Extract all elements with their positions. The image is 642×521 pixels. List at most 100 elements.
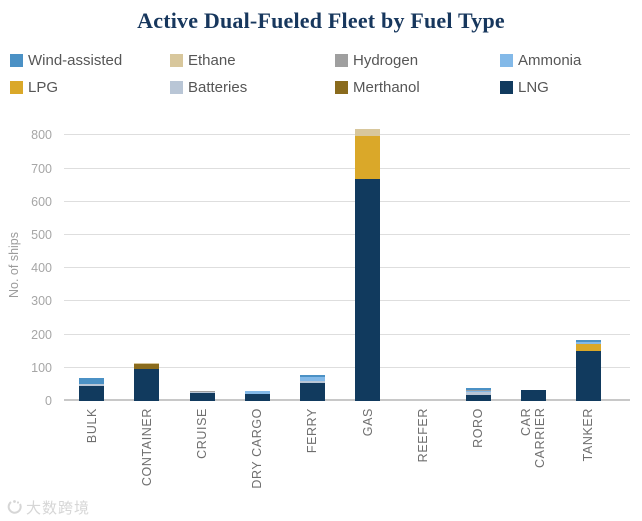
plot-area: No. of ships 0 100 200 300 400 500 600 700 800 xyxy=(7,128,630,408)
bar-segment-roro-lng xyxy=(465,394,491,401)
legend-label: Hydrogen xyxy=(353,52,419,69)
bar-dry-cargo xyxy=(244,391,270,401)
legend-swatch-ethane xyxy=(170,54,183,67)
legend-item-batteries: Batteries xyxy=(170,77,335,98)
bar-segment-tanker-lng xyxy=(575,350,601,401)
bar-segment-tanker-lpg xyxy=(575,343,601,351)
bar-column-ferry xyxy=(285,375,340,401)
legend-item-ethane: Ethane xyxy=(170,50,335,71)
bar-segment-dry-cargo-ammonia xyxy=(244,391,270,395)
x-axis-label-text: CONTAINER xyxy=(139,408,154,487)
bar-segment-car-carrier-lng xyxy=(520,390,546,401)
legend-item-ammonia: Ammonia xyxy=(500,50,636,71)
bar-segment-bulk-wind-assisted xyxy=(79,378,105,385)
legend-label: LPG xyxy=(28,79,59,96)
bar-segment-container-merthanol xyxy=(134,363,160,369)
gridline-400 xyxy=(64,267,630,269)
legend-swatch-ammonia xyxy=(500,54,513,67)
legend-item-lpg: LPG xyxy=(10,77,170,98)
bar-car-carrier xyxy=(520,390,546,401)
bar-ferry xyxy=(299,375,325,401)
bar-segment-ferry-hydrogen xyxy=(299,376,325,378)
bars-row xyxy=(64,128,616,401)
legend-swatch-hydrogen xyxy=(335,54,348,67)
legend-label: Batteries xyxy=(188,79,248,96)
bar-segment-cruise-batteries xyxy=(189,391,215,393)
legend-swatch-batteries xyxy=(170,81,183,94)
bar-segment-cruise-hydrogen xyxy=(189,391,215,392)
bar-segment-container-ethane xyxy=(134,362,160,364)
bar-column-bulk xyxy=(64,378,119,401)
x-axis-label-cruise: CRUISE xyxy=(174,408,229,459)
bar-roro xyxy=(465,388,491,401)
bar-gas xyxy=(355,128,381,401)
bar-column-tanker xyxy=(561,339,616,401)
chart-title: Active Dual-Fueled Fleet by Fuel Type xyxy=(137,8,505,33)
x-axis-label-tanker: TANKER xyxy=(561,408,616,461)
x-axis-label-dry-cargo: DRY CARGO xyxy=(230,408,285,489)
x-axis-label-roro: RORO xyxy=(450,408,505,448)
bar-column-roro xyxy=(450,388,505,401)
bar-container xyxy=(134,362,160,401)
gridline-300 xyxy=(64,300,630,302)
bar-segment-cruise-lng xyxy=(189,392,215,401)
legend-label: Ammonia xyxy=(518,52,582,69)
y-tick-label-200: 200 xyxy=(31,327,52,342)
bar-segment-gas-lng xyxy=(355,178,381,401)
bar-segment-roro-wind-assisted xyxy=(465,388,491,391)
bar-segment-ferry-lng xyxy=(299,383,325,401)
bar-segment-tanker-ammonia xyxy=(575,341,601,344)
bar-segment-dry-cargo-lng xyxy=(244,394,270,401)
y-tick-label-100: 100 xyxy=(31,360,52,375)
watermark-text: 大数跨境 xyxy=(26,500,91,517)
legend-item-lng: LNG xyxy=(500,77,636,98)
bar-column-cruise xyxy=(174,391,229,401)
y-tick-label-400: 400 xyxy=(31,261,52,276)
y-tick-label-600: 600 xyxy=(31,194,52,209)
bar-bulk xyxy=(79,378,105,401)
x-axis-label-gas: GAS xyxy=(340,408,395,436)
gridline-500 xyxy=(64,234,630,235)
x-axis-label-text: RORO xyxy=(471,408,486,448)
gridline-700 xyxy=(64,167,630,169)
y-tick-label-800: 800 xyxy=(31,128,52,143)
legend-item-wind-assisted: Wind-assisted xyxy=(10,50,170,71)
bar-column-gas xyxy=(340,128,395,401)
x-axis-label-reefer: REEFER xyxy=(395,408,450,462)
bar-segment-tanker-wind-assisted xyxy=(575,339,601,342)
legend-swatch-wind-assisted xyxy=(10,54,23,67)
bar-segment-roro-ammonia xyxy=(465,391,491,393)
x-axis-label-container: CONTAINER xyxy=(119,408,174,486)
legend-swatch-lng xyxy=(500,81,513,94)
x-axis-label-text: DRY CARGO xyxy=(250,408,265,489)
legend-label: LNG xyxy=(518,79,549,96)
gridline-600 xyxy=(64,200,630,202)
legend-label: Wind-assisted xyxy=(28,52,123,69)
y-tick-label-500: 500 xyxy=(31,228,52,242)
gridline-800 xyxy=(64,134,630,136)
x-axis-label-text: FERRY xyxy=(305,408,320,454)
x-axis-label-text: GAS xyxy=(360,408,375,437)
legend-swatch-merthanol xyxy=(335,81,348,94)
bar-segment-gas-ethane xyxy=(355,128,381,137)
watermark: 大数跨境 xyxy=(6,497,90,518)
bar-segment-ferry-ammonia xyxy=(299,377,325,382)
bar-segment-container-lng xyxy=(134,368,160,401)
x-axis-label-text: TANKER xyxy=(581,408,596,462)
bar-cruise xyxy=(189,391,215,401)
bar-column-dry-cargo xyxy=(230,391,285,401)
legend-item-hydrogen: Hydrogen xyxy=(335,50,500,71)
bar-segment-bulk-lng xyxy=(79,386,105,401)
gridline-0 xyxy=(64,399,630,401)
bar-segment-ferry-wind-assisted xyxy=(299,375,325,377)
legend-swatch-lpg xyxy=(10,81,23,94)
bar-segment-ferry-batteries xyxy=(299,381,325,384)
y-tick-label-0: 0 xyxy=(45,394,52,408)
x-axis-labels: BULK CONTAINER CRUISE DRY CARGO FERRY GAS REEF… xyxy=(64,408,616,520)
bar-segment-roro-batteries xyxy=(465,392,491,395)
legend-label: Ethane xyxy=(188,52,236,69)
watermark-logo-icon xyxy=(7,500,22,514)
x-axis-label-text: REEFER xyxy=(415,408,430,463)
x-axis-label-car-carrier: CAR CARRIER xyxy=(506,408,561,492)
